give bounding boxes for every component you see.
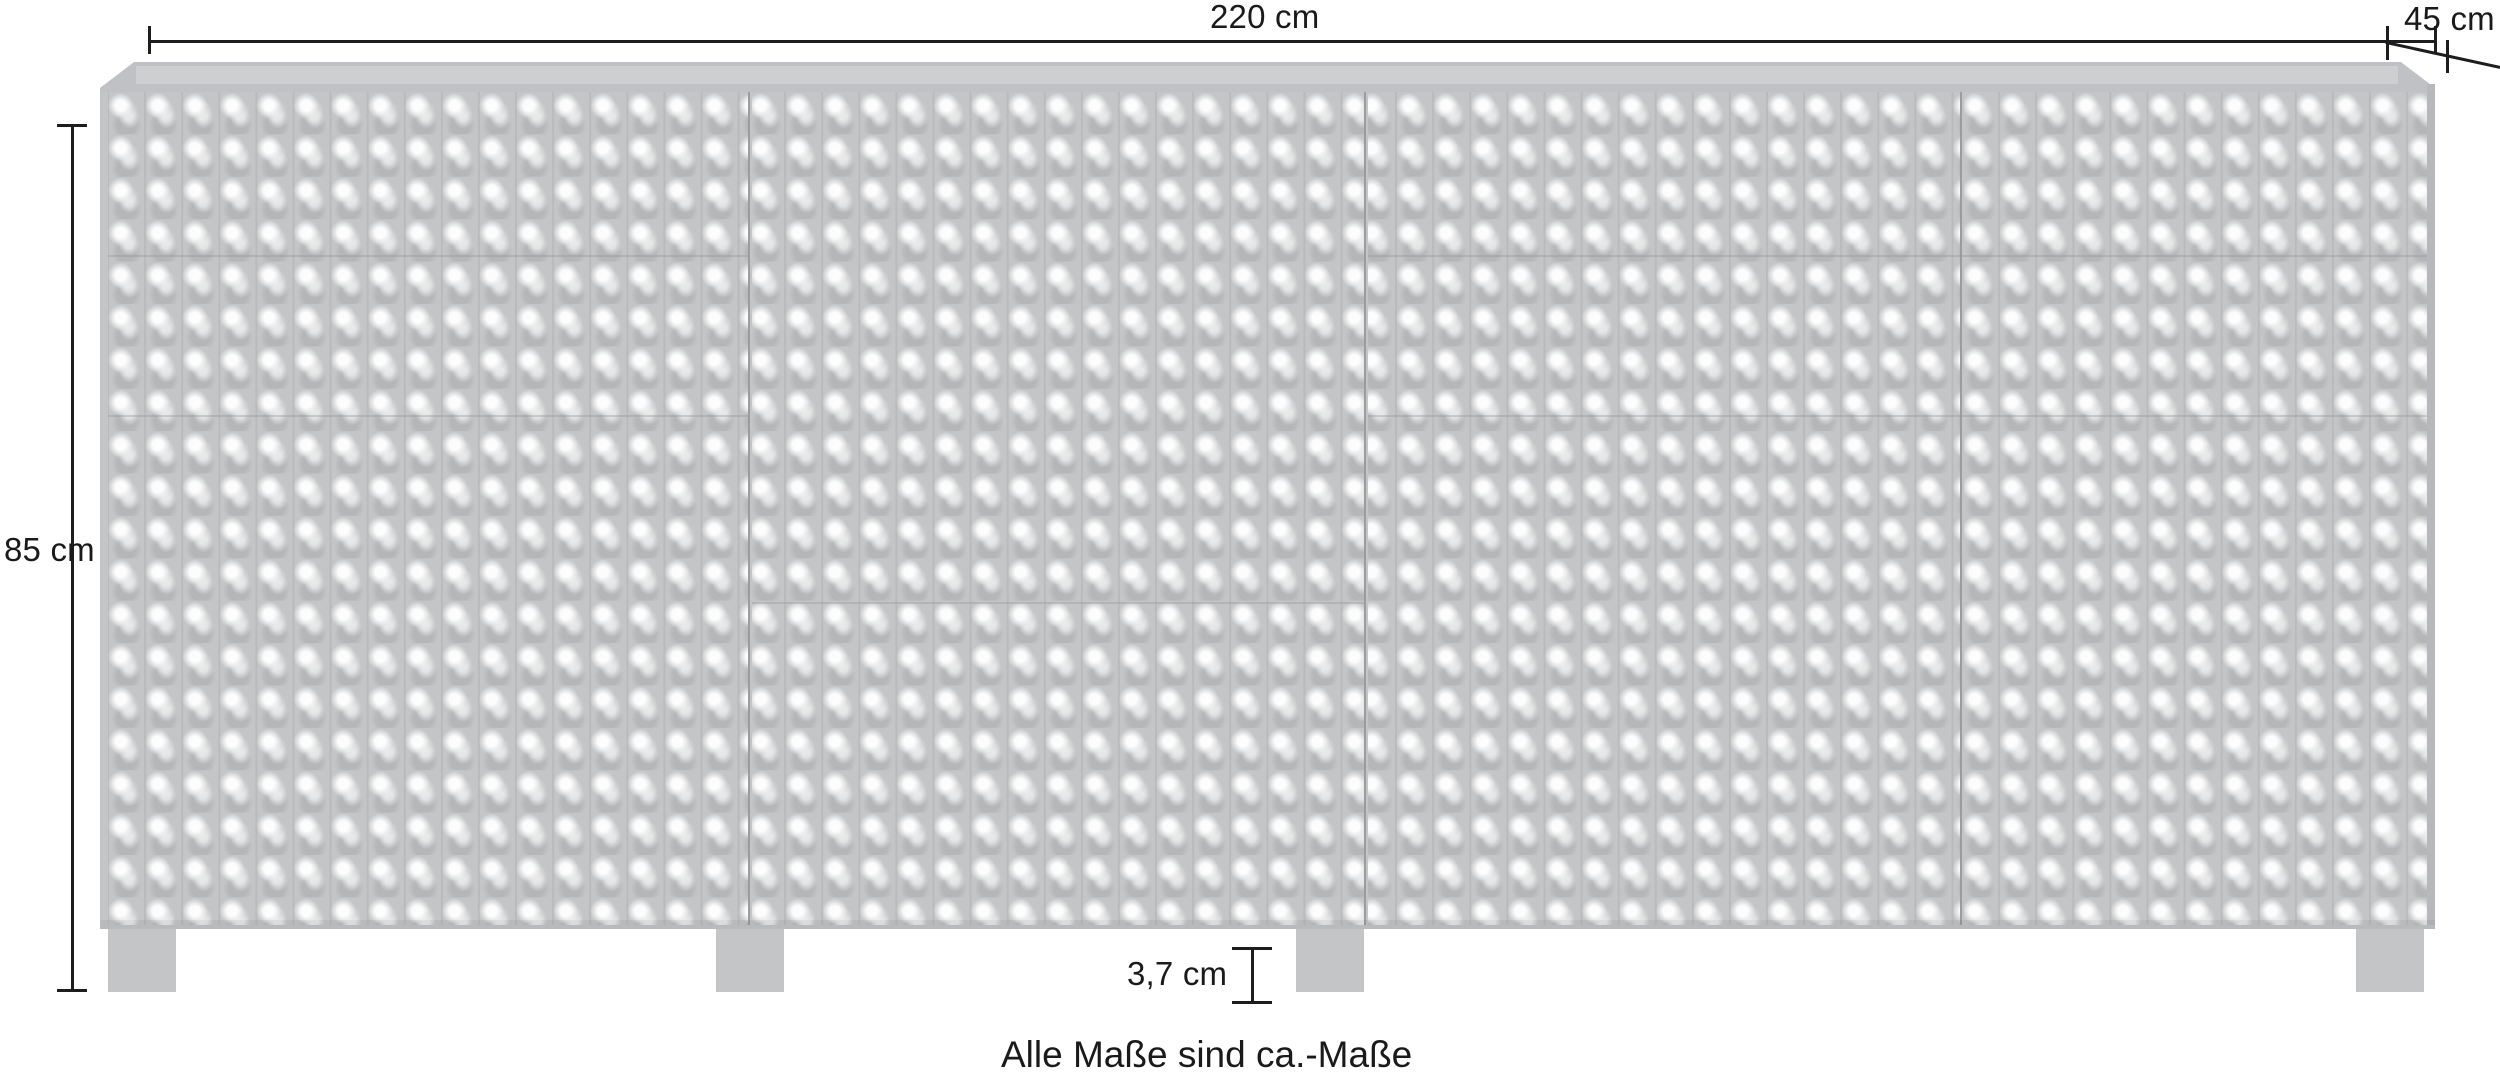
- cabinet-right-edge: [2427, 84, 2435, 925]
- leg-mid-right: [1296, 929, 1364, 992]
- width-dimension-tick-left: [148, 26, 151, 54]
- drawer-seam-right-1: [1368, 255, 2427, 257]
- leg-mid-left: [716, 929, 784, 992]
- cabinet-bottom-rail: [100, 920, 2435, 929]
- depth-dimension-tick-start: [2386, 26, 2389, 60]
- panel-seam-1: [748, 92, 750, 925]
- front-panel-3[interactable]: [1368, 92, 1960, 925]
- leg-height-dimension-tick-top: [1232, 947, 1272, 950]
- drawer-seam-left-1: [108, 255, 748, 257]
- leg-height-dimension-line: [1251, 947, 1254, 1003]
- sideboard-illustration: [100, 62, 2435, 992]
- leg-front-right: [2356, 929, 2424, 992]
- leg-height-dimension-tick-bottom: [1232, 1001, 1272, 1004]
- chamfer-top-right: [2401, 62, 2435, 88]
- measurement-disclaimer: Alle Maße sind ca.-Maße: [1001, 1034, 1413, 1075]
- drawer-seam-right-2: [1368, 415, 2427, 417]
- width-dimension-label: 220 cm: [1210, 0, 1320, 35]
- cabinet-top-highlight: [136, 66, 2398, 84]
- leg-front-left: [108, 929, 176, 992]
- height-dimension-tick-bottom: [57, 989, 87, 992]
- height-dimension-label: 85 cm: [4, 531, 95, 568]
- width-dimension-tick-right: [2434, 26, 2437, 54]
- height-dimension-tick-top: [57, 124, 87, 127]
- leg-height-dimension-label: 3,7 cm: [1127, 955, 1228, 992]
- height-dimension-line: [71, 124, 74, 991]
- panel-seam-2: [1364, 92, 1366, 925]
- width-dimension-line: [148, 40, 2436, 43]
- chamfer-top-left: [100, 62, 134, 88]
- drawer-seam-left-2: [108, 415, 748, 417]
- depth-dimension-label: 45 cm: [2404, 0, 2495, 37]
- front-panel-1[interactable]: [108, 92, 748, 925]
- front-panel-4[interactable]: [1964, 92, 2427, 925]
- panel-seam-3: [1960, 92, 1962, 925]
- depth-dimension-tick-end: [2446, 40, 2449, 73]
- front-panel-2[interactable]: [752, 92, 1364, 925]
- drawer-seam-mid-1: [752, 602, 1364, 604]
